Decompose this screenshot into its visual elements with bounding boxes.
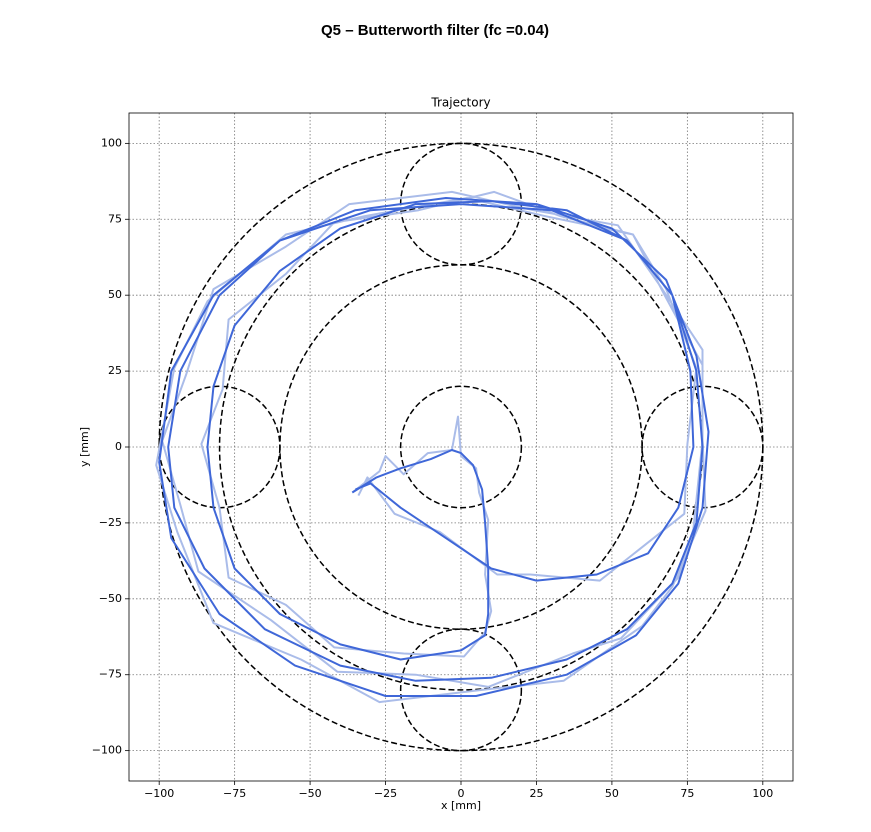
x-tick-label: 25 [529, 787, 543, 800]
x-tick-label: −100 [144, 787, 174, 800]
x-tick-label: 75 [680, 787, 694, 800]
trajectory-line [158, 197, 710, 697]
y-tick-label: −100 [92, 744, 122, 757]
x-tick-label: −25 [374, 787, 397, 800]
page-title: Q5 – Butterworth filter (fc =0.04) [321, 22, 549, 39]
y-tick-label: −75 [99, 668, 122, 681]
x-tick-label: 0 [458, 787, 465, 800]
x-tick-label: 50 [605, 787, 619, 800]
reference-circle [399, 385, 523, 509]
x-tick-label: −50 [298, 787, 321, 800]
x-axis-label: x [mm] [441, 799, 481, 812]
y-tick-label: 0 [115, 440, 122, 453]
y-tick-label: 25 [108, 364, 122, 377]
reference-circle [399, 628, 523, 752]
chart-title: Trajectory [430, 96, 490, 110]
y-tick-label: −25 [99, 516, 122, 529]
x-tick-label: −75 [223, 787, 246, 800]
y-axis-label: y [mm] [78, 427, 91, 467]
y-tick-label: −50 [99, 592, 122, 605]
plot-frame [128, 112, 794, 782]
y-tick-label: 100 [101, 136, 122, 149]
y-tick-label: 50 [108, 288, 122, 301]
y-tick-label: 75 [108, 212, 122, 225]
x-tick-label: 100 [752, 787, 773, 800]
